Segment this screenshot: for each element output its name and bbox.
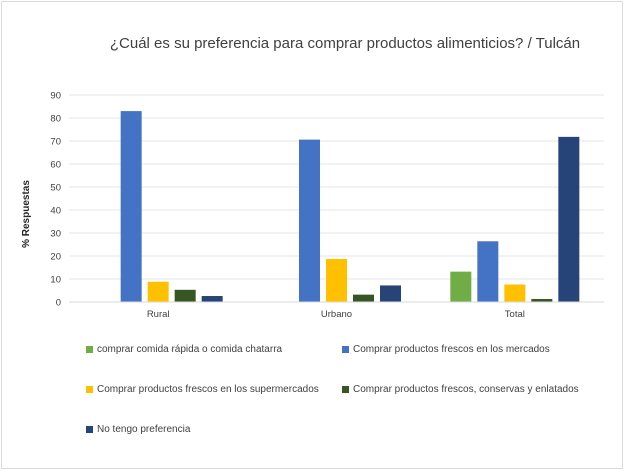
legend-swatch <box>86 426 93 433</box>
legend-swatch <box>342 386 349 393</box>
bar <box>353 294 374 302</box>
legend-item: No tengo preferencia <box>86 424 190 435</box>
bar <box>380 285 401 302</box>
y-tick-label: 50 <box>50 183 61 194</box>
bar <box>201 296 223 302</box>
y-tick-label: 70 <box>50 137 61 148</box>
bar <box>558 136 580 302</box>
y-tick-label: 80 <box>50 114 61 125</box>
legend-swatch <box>342 346 349 353</box>
bar <box>299 139 320 302</box>
bar <box>477 241 499 302</box>
legend-item: Comprar productos frescos en los mercado… <box>342 344 550 355</box>
y-tick-label: 0 <box>56 298 61 309</box>
x-axis-categories: Rural Urbano Total <box>147 309 525 320</box>
y-tick-label: 30 <box>50 229 61 240</box>
bar <box>120 111 142 302</box>
legend-label: Comprar productos frescos en los superme… <box>97 384 319 395</box>
x-category-label: Urbano <box>321 309 352 320</box>
bar <box>147 281 169 302</box>
legend-item: Comprar productos frescos en los superme… <box>86 384 319 395</box>
legend-swatch <box>86 346 93 353</box>
legend-item: Comprar productos frescos, conservas y e… <box>342 384 579 395</box>
bars <box>120 111 580 302</box>
legend-label: Comprar productos frescos, conservas y e… <box>353 384 579 395</box>
legend-label: No tengo preferencia <box>97 424 191 435</box>
bar <box>450 271 472 302</box>
x-category-label: Total <box>505 309 525 320</box>
legend-item: comprar comida rápida o comida chatarra <box>86 344 282 355</box>
chart-title: ¿Cuál es su preferencia para comprar pro… <box>110 35 580 52</box>
y-tick-label: 10 <box>50 275 61 286</box>
legend-label: comprar comida rápida o comida chatarra <box>97 344 283 355</box>
gridlines <box>69 94 604 280</box>
bar <box>174 289 196 302</box>
y-tick-label: 60 <box>50 160 61 171</box>
legend-swatch <box>86 386 93 393</box>
y-axis-ticks: 0 10 20 30 40 50 60 70 80 90 <box>50 91 61 309</box>
y-axis-label: % Respuestas <box>21 180 32 248</box>
y-tick-label: 40 <box>50 206 61 217</box>
bar <box>326 258 347 302</box>
y-tick-label: 90 <box>50 91 61 102</box>
bar <box>504 284 526 302</box>
bar <box>531 299 553 302</box>
y-tick-label: 20 <box>50 252 61 263</box>
x-category-label: Rural <box>147 309 170 320</box>
legend-label: Comprar productos frescos en los mercado… <box>353 344 550 355</box>
